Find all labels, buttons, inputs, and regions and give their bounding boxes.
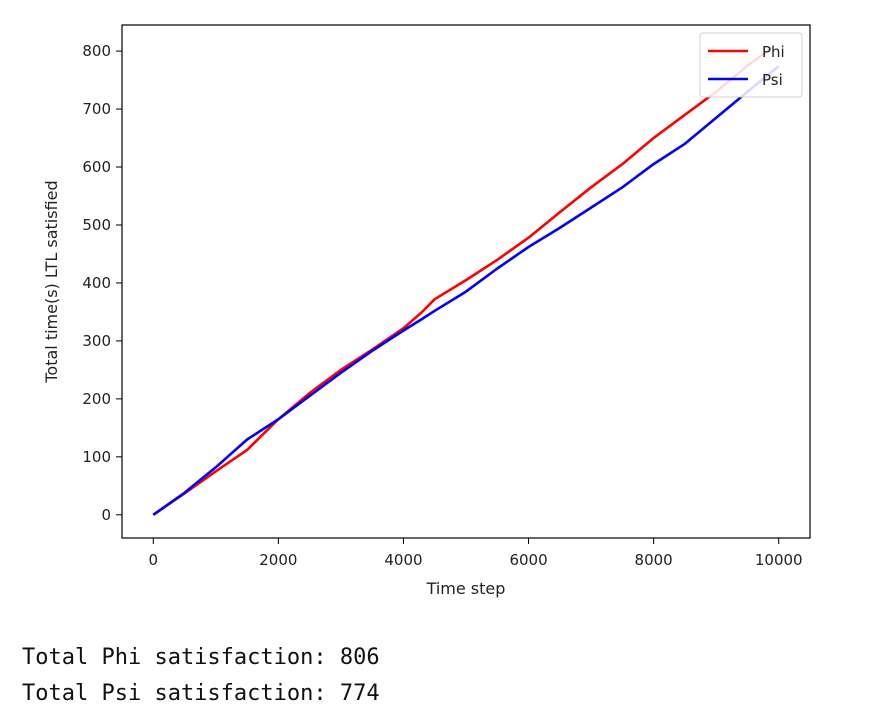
legend-label-phi: Phi xyxy=(762,43,785,61)
x-tick-label-1: 2000 xyxy=(259,551,297,569)
x-tick-label-0: 0 xyxy=(148,551,158,569)
y-tick-label-4: 400 xyxy=(82,274,111,292)
x-tick-label-3: 6000 xyxy=(509,551,547,569)
y-tick-label-7: 700 xyxy=(82,100,111,118)
y-tick-label-8: 800 xyxy=(82,42,111,60)
x-axis-ticks: 0 2000 4000 6000 8000 10000 xyxy=(148,538,803,569)
plot-frame xyxy=(121,24,811,539)
series-line-psi xyxy=(152,65,780,516)
x-axis-label: Time step xyxy=(426,579,506,598)
series-line-phi xyxy=(152,46,774,516)
x-tick-label-4: 8000 xyxy=(635,551,673,569)
y-tick-label-1: 100 xyxy=(82,448,111,466)
line-chart: 0 2000 4000 6000 8000 10000 0 100 200 300 400 500 6… xyxy=(42,24,811,598)
y-tick-label-3: 300 xyxy=(82,332,111,350)
x-tick-label-2: 4000 xyxy=(384,551,422,569)
legend-box xyxy=(699,32,803,98)
phi-total-output: Total Phi satisfaction: 806 xyxy=(22,645,380,670)
y-tick-label-2: 200 xyxy=(82,390,111,408)
y-axis-label: Total time(s) LTL satisfied xyxy=(42,180,61,383)
x-tick-label-5: 10000 xyxy=(755,551,803,569)
series-layer xyxy=(152,46,780,516)
y-tick-label-5: 500 xyxy=(82,216,111,234)
y-tick-label-6: 600 xyxy=(82,158,111,176)
y-axis-ticks: 0 100 200 300 400 500 600 700 800 xyxy=(82,42,122,524)
y-tick-label-0: 0 xyxy=(101,506,111,524)
legend-label-psi: Psi xyxy=(762,71,783,89)
psi-total-output: Total Psi satisfaction: 774 xyxy=(22,681,380,706)
legend: Phi Psi xyxy=(699,32,803,98)
